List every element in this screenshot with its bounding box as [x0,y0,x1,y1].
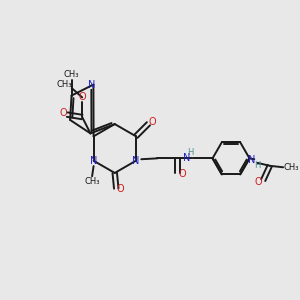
Text: CH₃: CH₃ [284,163,299,172]
Text: O: O [149,117,156,127]
Text: CH₃: CH₃ [56,80,72,89]
Text: CH₃: CH₃ [64,70,79,79]
Text: H: H [254,161,260,170]
Text: O: O [59,108,67,118]
Text: O: O [255,177,262,187]
Text: N: N [183,153,190,163]
Text: O: O [79,92,86,102]
Text: N: N [88,80,96,90]
Text: O: O [117,184,124,194]
Text: CH₃: CH₃ [84,177,100,186]
Text: N: N [90,156,97,166]
Text: H: H [188,148,194,157]
Text: O: O [178,169,186,178]
Text: N: N [248,155,255,165]
Text: N: N [132,156,140,166]
